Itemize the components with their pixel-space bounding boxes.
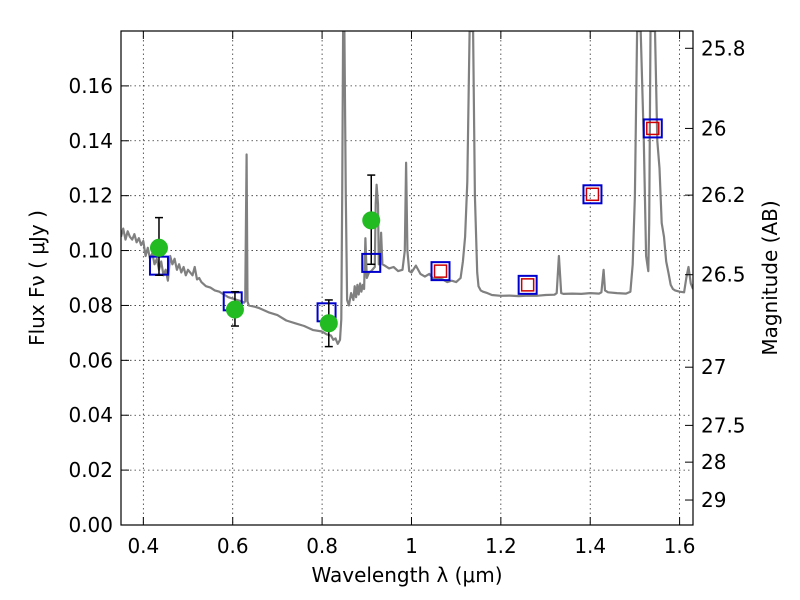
right-tick-label: 27.5 — [701, 413, 746, 437]
observed-photometry-point — [225, 300, 244, 319]
right-tick-label: 29 — [701, 488, 726, 512]
x-axis-title: Wavelength λ (μm) — [311, 563, 502, 587]
y-tick-label: 0.10 — [68, 239, 113, 263]
upper-measurement-square — [520, 278, 535, 292]
y-tick-label: 0.12 — [68, 184, 113, 208]
y-axis-right-title: Magnitude (AB) — [758, 200, 782, 355]
plot-background — [121, 31, 693, 525]
y-tick-label: 0.06 — [68, 348, 113, 372]
x-tick-label: 0.4 — [127, 534, 159, 558]
right-tick-label: 28 — [701, 450, 726, 474]
tick-marks — [121, 31, 693, 526]
y-tick-label: 0.16 — [68, 74, 113, 98]
y-tick-label: 0.04 — [68, 403, 113, 427]
observed-photometry-point — [362, 211, 381, 230]
model-photometry-square — [642, 118, 663, 139]
model-photometry-square — [517, 274, 538, 295]
y-tick-label: 0.00 — [68, 513, 113, 537]
model-sed-line — [121, 31, 693, 345]
upper-measurement-square — [646, 121, 660, 136]
right-tick-label: 27 — [701, 355, 726, 379]
x-tick-label: 1.2 — [485, 534, 517, 558]
x-tick-label: 0.8 — [306, 534, 338, 558]
model-photometry-square — [582, 184, 603, 205]
model-photometry-square — [430, 261, 451, 282]
y-tick-label: 0.02 — [68, 458, 113, 482]
upper-measurement-square — [585, 187, 600, 202]
right-tick-label: 26 — [701, 116, 726, 140]
right-tick-label: 26.5 — [701, 263, 746, 287]
y-tick-label: 0.08 — [68, 293, 113, 317]
plot-frame — [120, 30, 694, 526]
x-tick-label: 0.6 — [217, 534, 249, 558]
upper-measurement-square — [433, 264, 448, 278]
x-tick-label: 1.4 — [574, 534, 606, 558]
y-axis-title: Flux Fν ( μJy ) — [25, 210, 49, 346]
x-tick-label: 1.6 — [664, 534, 696, 558]
data-layer — [121, 31, 693, 348]
tick-labels: 0.4 0.6 0.8 1 1.2 1.4 1.6 0.00 0.02 0.04 0.06 0.08 0… — [68, 36, 745, 558]
right-tick-label: 25.8 — [701, 36, 746, 60]
y-tick-label: 0.14 — [68, 129, 113, 153]
observed-photometry-point — [319, 314, 338, 333]
observed-photometry-point — [149, 238, 168, 257]
x-tick-label: 1 — [405, 534, 418, 558]
right-tick-label: 26.2 — [701, 183, 746, 207]
